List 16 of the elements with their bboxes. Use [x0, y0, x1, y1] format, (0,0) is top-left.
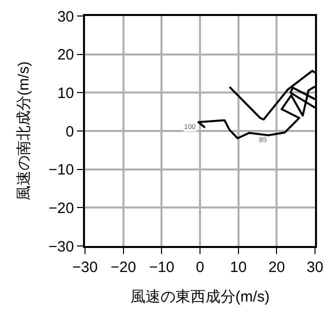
- y-tick-label: 0: [66, 123, 74, 140]
- x-axis-title: 風速の東西成分(m/s): [130, 288, 270, 306]
- y-tick-label: −10: [48, 162, 74, 179]
- x-tick-label: −30: [72, 259, 98, 276]
- x-tick-label: 0: [196, 259, 204, 276]
- y-tick-label: 20: [57, 46, 74, 64]
- y-tick-label: −30: [48, 238, 74, 256]
- x-tick-label: 20: [268, 259, 286, 276]
- x-tick-label: 30: [306, 259, 324, 276]
- y-tick-label: 10: [57, 84, 74, 102]
- y-tick-label: 30: [57, 8, 74, 26]
- x-tick-label: 10: [230, 259, 247, 276]
- x-tick-label: −10: [148, 259, 174, 276]
- y-tick-label: −20: [48, 200, 74, 217]
- y-axis-title: 風速の南北成分(m/s): [15, 61, 32, 201]
- x-tick-label: −20: [110, 259, 136, 276]
